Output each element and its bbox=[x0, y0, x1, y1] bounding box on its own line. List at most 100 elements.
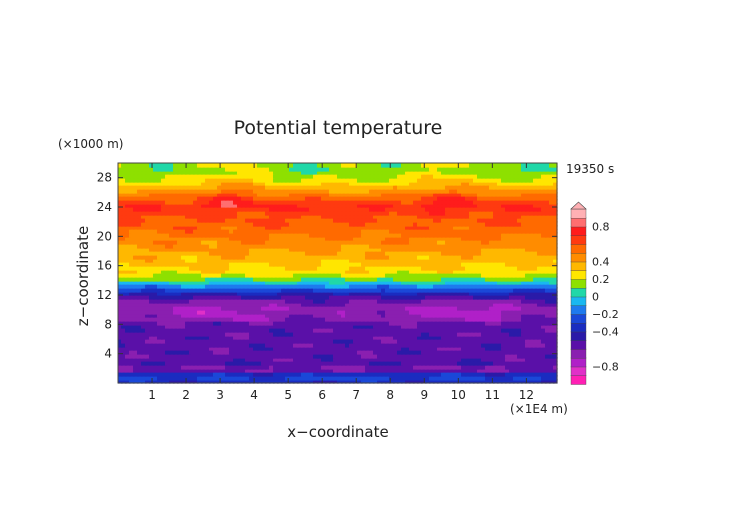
field-cell bbox=[118, 302, 123, 307]
field-cell bbox=[233, 254, 239, 260]
field-cell bbox=[405, 368, 411, 373]
field-cell bbox=[433, 258, 439, 263]
field-cell bbox=[405, 269, 411, 274]
field-cell bbox=[261, 357, 267, 362]
field-cell bbox=[329, 328, 335, 333]
field-cell bbox=[177, 276, 183, 282]
field-cell bbox=[209, 350, 215, 355]
field-cell bbox=[289, 368, 295, 373]
field-cell bbox=[469, 328, 475, 333]
field-cell bbox=[118, 353, 123, 359]
field-cell bbox=[209, 262, 215, 267]
field-cell bbox=[261, 342, 267, 348]
field-cell bbox=[169, 243, 175, 249]
field-cell bbox=[509, 357, 515, 362]
field-cell bbox=[425, 313, 431, 318]
field-cell bbox=[533, 236, 539, 241]
field-cell bbox=[401, 379, 407, 384]
field-cell bbox=[429, 218, 435, 223]
field-cell bbox=[245, 320, 251, 326]
field-cell bbox=[417, 346, 423, 351]
field-cell bbox=[118, 251, 123, 256]
field-cell bbox=[421, 350, 427, 355]
field-cell bbox=[369, 273, 375, 278]
field-cell bbox=[513, 251, 519, 256]
field-cell bbox=[177, 313, 183, 318]
field-cell bbox=[397, 262, 403, 267]
field-cell bbox=[137, 280, 143, 285]
field-cell bbox=[177, 320, 183, 326]
field-cell bbox=[241, 350, 247, 355]
field-cell bbox=[365, 379, 371, 384]
field-cell bbox=[441, 313, 447, 318]
field-cell bbox=[393, 232, 399, 238]
field-cell bbox=[269, 353, 275, 359]
field-cell bbox=[409, 236, 415, 241]
field-cell bbox=[121, 265, 127, 271]
field-cell bbox=[381, 375, 387, 381]
field-cell bbox=[177, 236, 183, 241]
field-cell bbox=[429, 331, 435, 337]
field-cell bbox=[329, 361, 335, 366]
field-cell bbox=[121, 331, 127, 337]
field-cell bbox=[441, 372, 447, 377]
field-cell bbox=[213, 262, 219, 267]
field-cell bbox=[497, 232, 503, 238]
field-cell bbox=[545, 221, 551, 227]
field-cell bbox=[153, 251, 159, 256]
field-cell bbox=[137, 368, 143, 373]
field-cell bbox=[485, 247, 491, 252]
field-cell bbox=[553, 287, 558, 293]
field-cell bbox=[141, 258, 147, 263]
field-cell bbox=[241, 295, 247, 300]
field-cell bbox=[373, 324, 379, 329]
field-cell bbox=[253, 302, 259, 307]
field-cell bbox=[445, 229, 451, 234]
field-cell bbox=[525, 346, 531, 351]
field-cell bbox=[481, 218, 487, 223]
field-cell bbox=[121, 258, 127, 263]
field-cell bbox=[181, 280, 187, 285]
field-cell bbox=[549, 295, 555, 300]
field-cell bbox=[225, 236, 231, 241]
field-cell bbox=[369, 221, 375, 227]
field-cell bbox=[257, 320, 263, 326]
field-cell bbox=[161, 320, 167, 326]
field-cell bbox=[393, 284, 399, 289]
field-cell bbox=[161, 353, 167, 359]
field-cell bbox=[285, 375, 291, 381]
field-cell bbox=[481, 295, 487, 300]
field-cell bbox=[385, 375, 391, 381]
field-cell bbox=[513, 265, 519, 271]
field-cell bbox=[185, 295, 191, 300]
field-cell bbox=[465, 251, 471, 256]
field-cell bbox=[401, 346, 407, 351]
field-cell bbox=[197, 306, 203, 311]
field-cell bbox=[501, 236, 507, 241]
field-cell bbox=[185, 247, 191, 252]
field-cell bbox=[217, 287, 223, 293]
field-cell bbox=[321, 251, 327, 256]
field-cell bbox=[545, 265, 551, 271]
field-cell bbox=[225, 254, 231, 260]
field-cell bbox=[521, 287, 527, 293]
field-cell bbox=[141, 313, 147, 318]
field-cell bbox=[529, 254, 535, 260]
field-cell bbox=[237, 295, 243, 300]
field-cell bbox=[445, 291, 451, 296]
field-cell bbox=[373, 232, 379, 238]
field-cell bbox=[453, 375, 459, 381]
field-cell bbox=[401, 328, 407, 333]
field-cell bbox=[421, 247, 427, 252]
field-cell bbox=[369, 306, 375, 311]
field-cell bbox=[281, 357, 287, 362]
field-cell bbox=[385, 364, 391, 370]
field-cell bbox=[281, 317, 287, 322]
field-cell bbox=[373, 331, 379, 337]
field-cell bbox=[193, 221, 199, 227]
field-cell bbox=[141, 364, 147, 370]
field-cell bbox=[121, 302, 127, 307]
field-cell bbox=[265, 364, 271, 370]
field-cell bbox=[241, 379, 247, 384]
field-cell bbox=[181, 346, 187, 351]
